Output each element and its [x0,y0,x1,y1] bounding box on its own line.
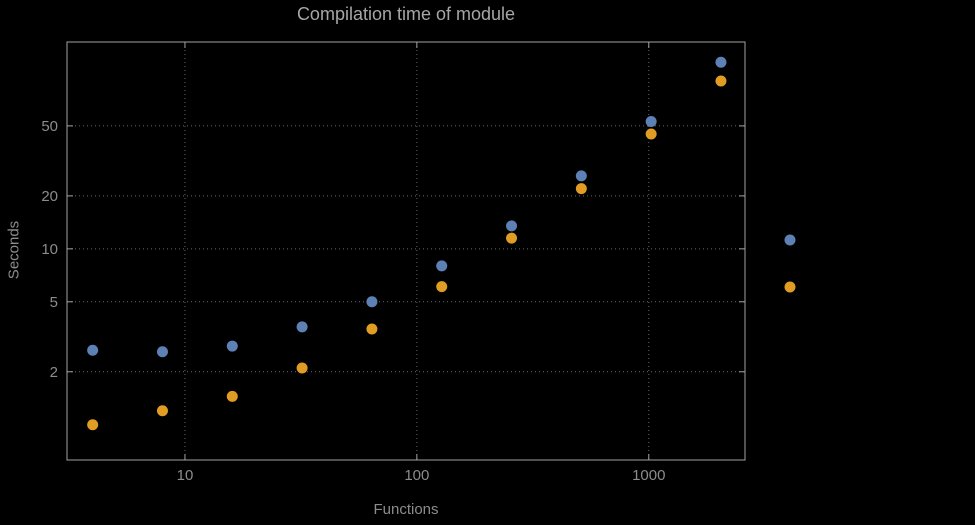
data-point-series-2 [645,128,657,140]
y-tick-label: 5 [50,294,58,311]
data-point-series-2 [715,75,727,87]
data-point-series-2 [87,419,99,431]
data-point-series-2 [366,323,378,335]
data-point-series-2 [296,362,308,374]
y-tick-label: 2 [50,364,58,381]
y-tick-label: 10 [41,241,58,258]
y-tick-label: 50 [41,118,58,135]
data-point-series-1 [506,220,518,232]
data-point-series-1 [156,346,168,358]
data-point-series-1 [226,340,238,352]
legend-marker-series-1 [784,234,796,246]
legend-marker-series-2 [784,281,796,293]
x-tick-label: 1000 [632,467,665,484]
data-point-series-2 [226,390,238,402]
x-tick-label: 100 [404,467,429,484]
y-tick-label: 20 [41,188,58,205]
data-point-series-2 [575,183,587,195]
chart-title: Compilation time of module [296,4,516,24]
y-axis-label: Seconds [5,220,23,280]
data-point-series-1 [366,296,378,308]
data-point-series-1 [436,260,448,272]
plot-frame [66,41,746,461]
x-axis-label: Functions [373,501,439,518]
data-point-series-1 [645,115,657,127]
data-point-series-1 [87,344,99,356]
data-point-series-1 [715,56,727,68]
data-point-series-1 [575,170,587,182]
data-point-series-2 [156,405,168,417]
data-point-series-2 [436,281,448,293]
data-point-series-2 [506,232,518,244]
data-point-series-1 [296,321,308,333]
x-tick-label: 10 [177,467,194,484]
